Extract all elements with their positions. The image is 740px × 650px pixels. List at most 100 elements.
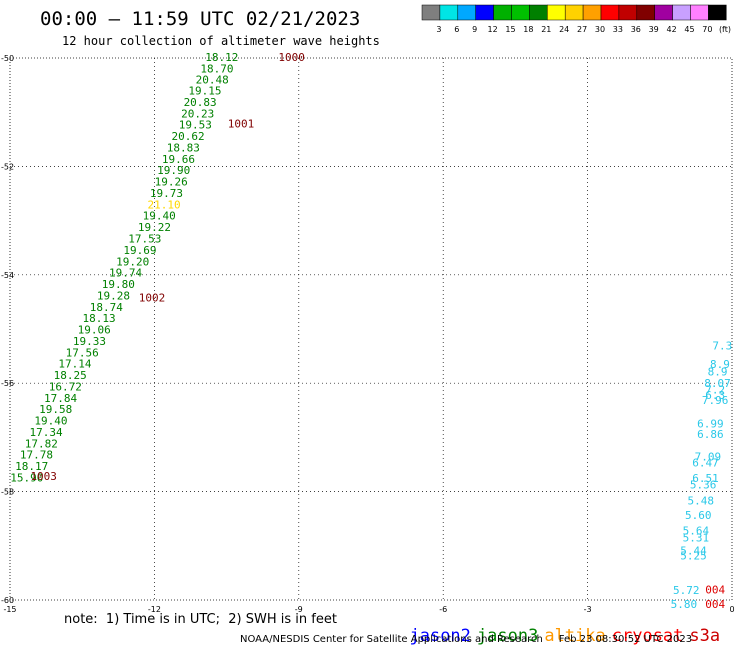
wave-height-value: 7.09 (695, 450, 722, 463)
y-tick-label: -60 (1, 596, 14, 605)
wave-height-value: 6.3 (705, 389, 725, 402)
y-tick-label: -56 (1, 379, 14, 388)
wave-height-value: 19.22 (138, 221, 171, 234)
wave-height-value: 5.25 (680, 550, 707, 563)
pass-marker: 1001 (228, 118, 255, 131)
x-tick-label: -9 (295, 605, 303, 612)
legend-label: 42 (667, 25, 677, 34)
wave-height-value: 20.23 (181, 107, 214, 120)
wave-height-value: 18.74 (90, 301, 123, 314)
wave-height-value: 17.78 (20, 449, 53, 462)
sat-s3a: s3a (689, 626, 721, 646)
wave-height-value: 19.74 (109, 267, 142, 280)
chart-title: 00:00 – 11:59 UTC 02/21/2023 (40, 8, 361, 30)
x-tick-label: 0 (729, 605, 734, 612)
wave-height-value: 5.80 (671, 598, 698, 611)
wave-height-value: 8.07 (704, 377, 731, 390)
legend-label: 21 (541, 25, 551, 34)
wave-height-value: 19.69 (123, 244, 156, 257)
legend-unit: (ft) (719, 25, 731, 34)
wave-height-value: 19.40 (143, 210, 176, 223)
wave-height-value: 18.13 (82, 312, 115, 325)
wave-height-value: 8.9 (710, 358, 730, 371)
wave-height-value: 17.56 (66, 346, 99, 359)
chart-subtitle: 12 hour collection of altimeter wave hei… (62, 34, 380, 48)
wave-height-value: 7.3 (712, 339, 732, 352)
sat-jason3: jason3 (476, 626, 539, 646)
wave-height-value: 19.40 (34, 415, 67, 428)
wave-height-value: 17.84 (44, 392, 77, 405)
x-tick-label: -6 (439, 605, 447, 612)
legend-label: 3 (436, 25, 441, 34)
wave-height-value: 18.83 (167, 141, 200, 154)
wave-height-value: 17.82 (25, 437, 58, 450)
legend-label: 15 (505, 25, 515, 34)
wave-height-value: 6.86 (697, 428, 724, 441)
y-tick-label: -50 (1, 54, 14, 63)
legend-label: 45 (684, 25, 694, 34)
wave-height-value: 19.66 (162, 153, 195, 166)
y-tick-label: -52 (1, 162, 14, 171)
legend-label: 30 (595, 25, 605, 34)
wave-height-value: 19.53 (179, 119, 212, 132)
legend-label: 33 (613, 25, 623, 34)
wave-height-value: 19.33 (73, 335, 106, 348)
wave-height-value: 19.28 (97, 289, 130, 302)
satellite-legend: jason2 jason3 altika cryosat s3a (389, 606, 726, 646)
sat-jason2: jason2 (409, 626, 471, 646)
wave-height-value: 19.80 (102, 278, 135, 291)
wave-height-value: 5.44 (680, 545, 707, 558)
pass-marker: 004 (705, 598, 725, 611)
y-tick-label: -58 (1, 488, 14, 497)
wave-height-value: 5.31 (683, 532, 710, 545)
wave-height-value: 5.60 (685, 509, 712, 522)
wave-height-value: 6.47 (692, 456, 719, 469)
wave-height-value: 6.51 (692, 472, 719, 485)
wave-height-value: 18.12 (205, 51, 238, 64)
legend-label: 24 (559, 25, 569, 34)
legend-label: 6 (454, 25, 459, 34)
pass-marker: 004 (705, 584, 725, 597)
wave-height-value: 19.90 (157, 164, 190, 177)
wave-height-value: 20.48 (196, 74, 229, 87)
legend-swatch (708, 4, 727, 21)
wave-height-value: 21.10 (147, 198, 180, 211)
wave-height-value: 7.2 (705, 384, 725, 397)
wave-height-value: 19.58 (39, 403, 72, 416)
pass-marker: 1000 (278, 51, 305, 64)
wave-height-value: 16.72 (49, 380, 82, 393)
wave-height-value: 19.26 (155, 176, 188, 189)
pass-marker: 1002 (139, 292, 166, 305)
x-tick-label: -12 (148, 605, 161, 612)
footnote: note: 1) Time is in UTC; 2) SWH is in fe… (64, 612, 337, 627)
wave-height-value: 5.64 (683, 525, 710, 538)
wave-height-value: 5.48 (687, 494, 714, 507)
wave-height-value: 7.96 (702, 394, 729, 407)
legend-label: 70 (702, 25, 712, 34)
wave-height-value: 19.73 (150, 187, 183, 200)
wave-height-value: 19.06 (78, 324, 111, 337)
legend-label: 39 (649, 25, 659, 34)
color-legend: 3 6 9 12 15 18 21 24 27 30 33 36 39 42 45 70 (ft) (421, 4, 731, 34)
sat-cryosat: cryosat (611, 626, 684, 646)
wave-height-value: 5.36 (690, 479, 717, 492)
wave-height-value: 18.25 (54, 369, 87, 382)
wave-height-value: 19.15 (188, 85, 221, 98)
y-tick-label: -54 (1, 271, 14, 280)
wave-height-value: 5.72 (673, 584, 700, 597)
wave-height-value: 20.83 (184, 96, 217, 109)
legend-label: 12 (488, 25, 498, 34)
plot-frame (9, 57, 733, 601)
wave-height-value: 20.62 (172, 130, 205, 143)
wave-height-value: 18.70 (200, 62, 233, 75)
wave-height-value: 15.90 (10, 472, 43, 485)
wave-height-value: 17.53 (128, 232, 161, 245)
sat-altika: altika (544, 626, 606, 646)
x-tick-label: -3 (584, 605, 592, 612)
wave-height-value: 6.99 (697, 417, 724, 430)
x-tick-label: -15 (3, 605, 16, 612)
wave-height-value: 18.17 (15, 460, 48, 473)
legend-label: 18 (523, 25, 533, 34)
legend-label: 27 (577, 25, 587, 34)
wave-height-value: 17.34 (30, 426, 63, 439)
